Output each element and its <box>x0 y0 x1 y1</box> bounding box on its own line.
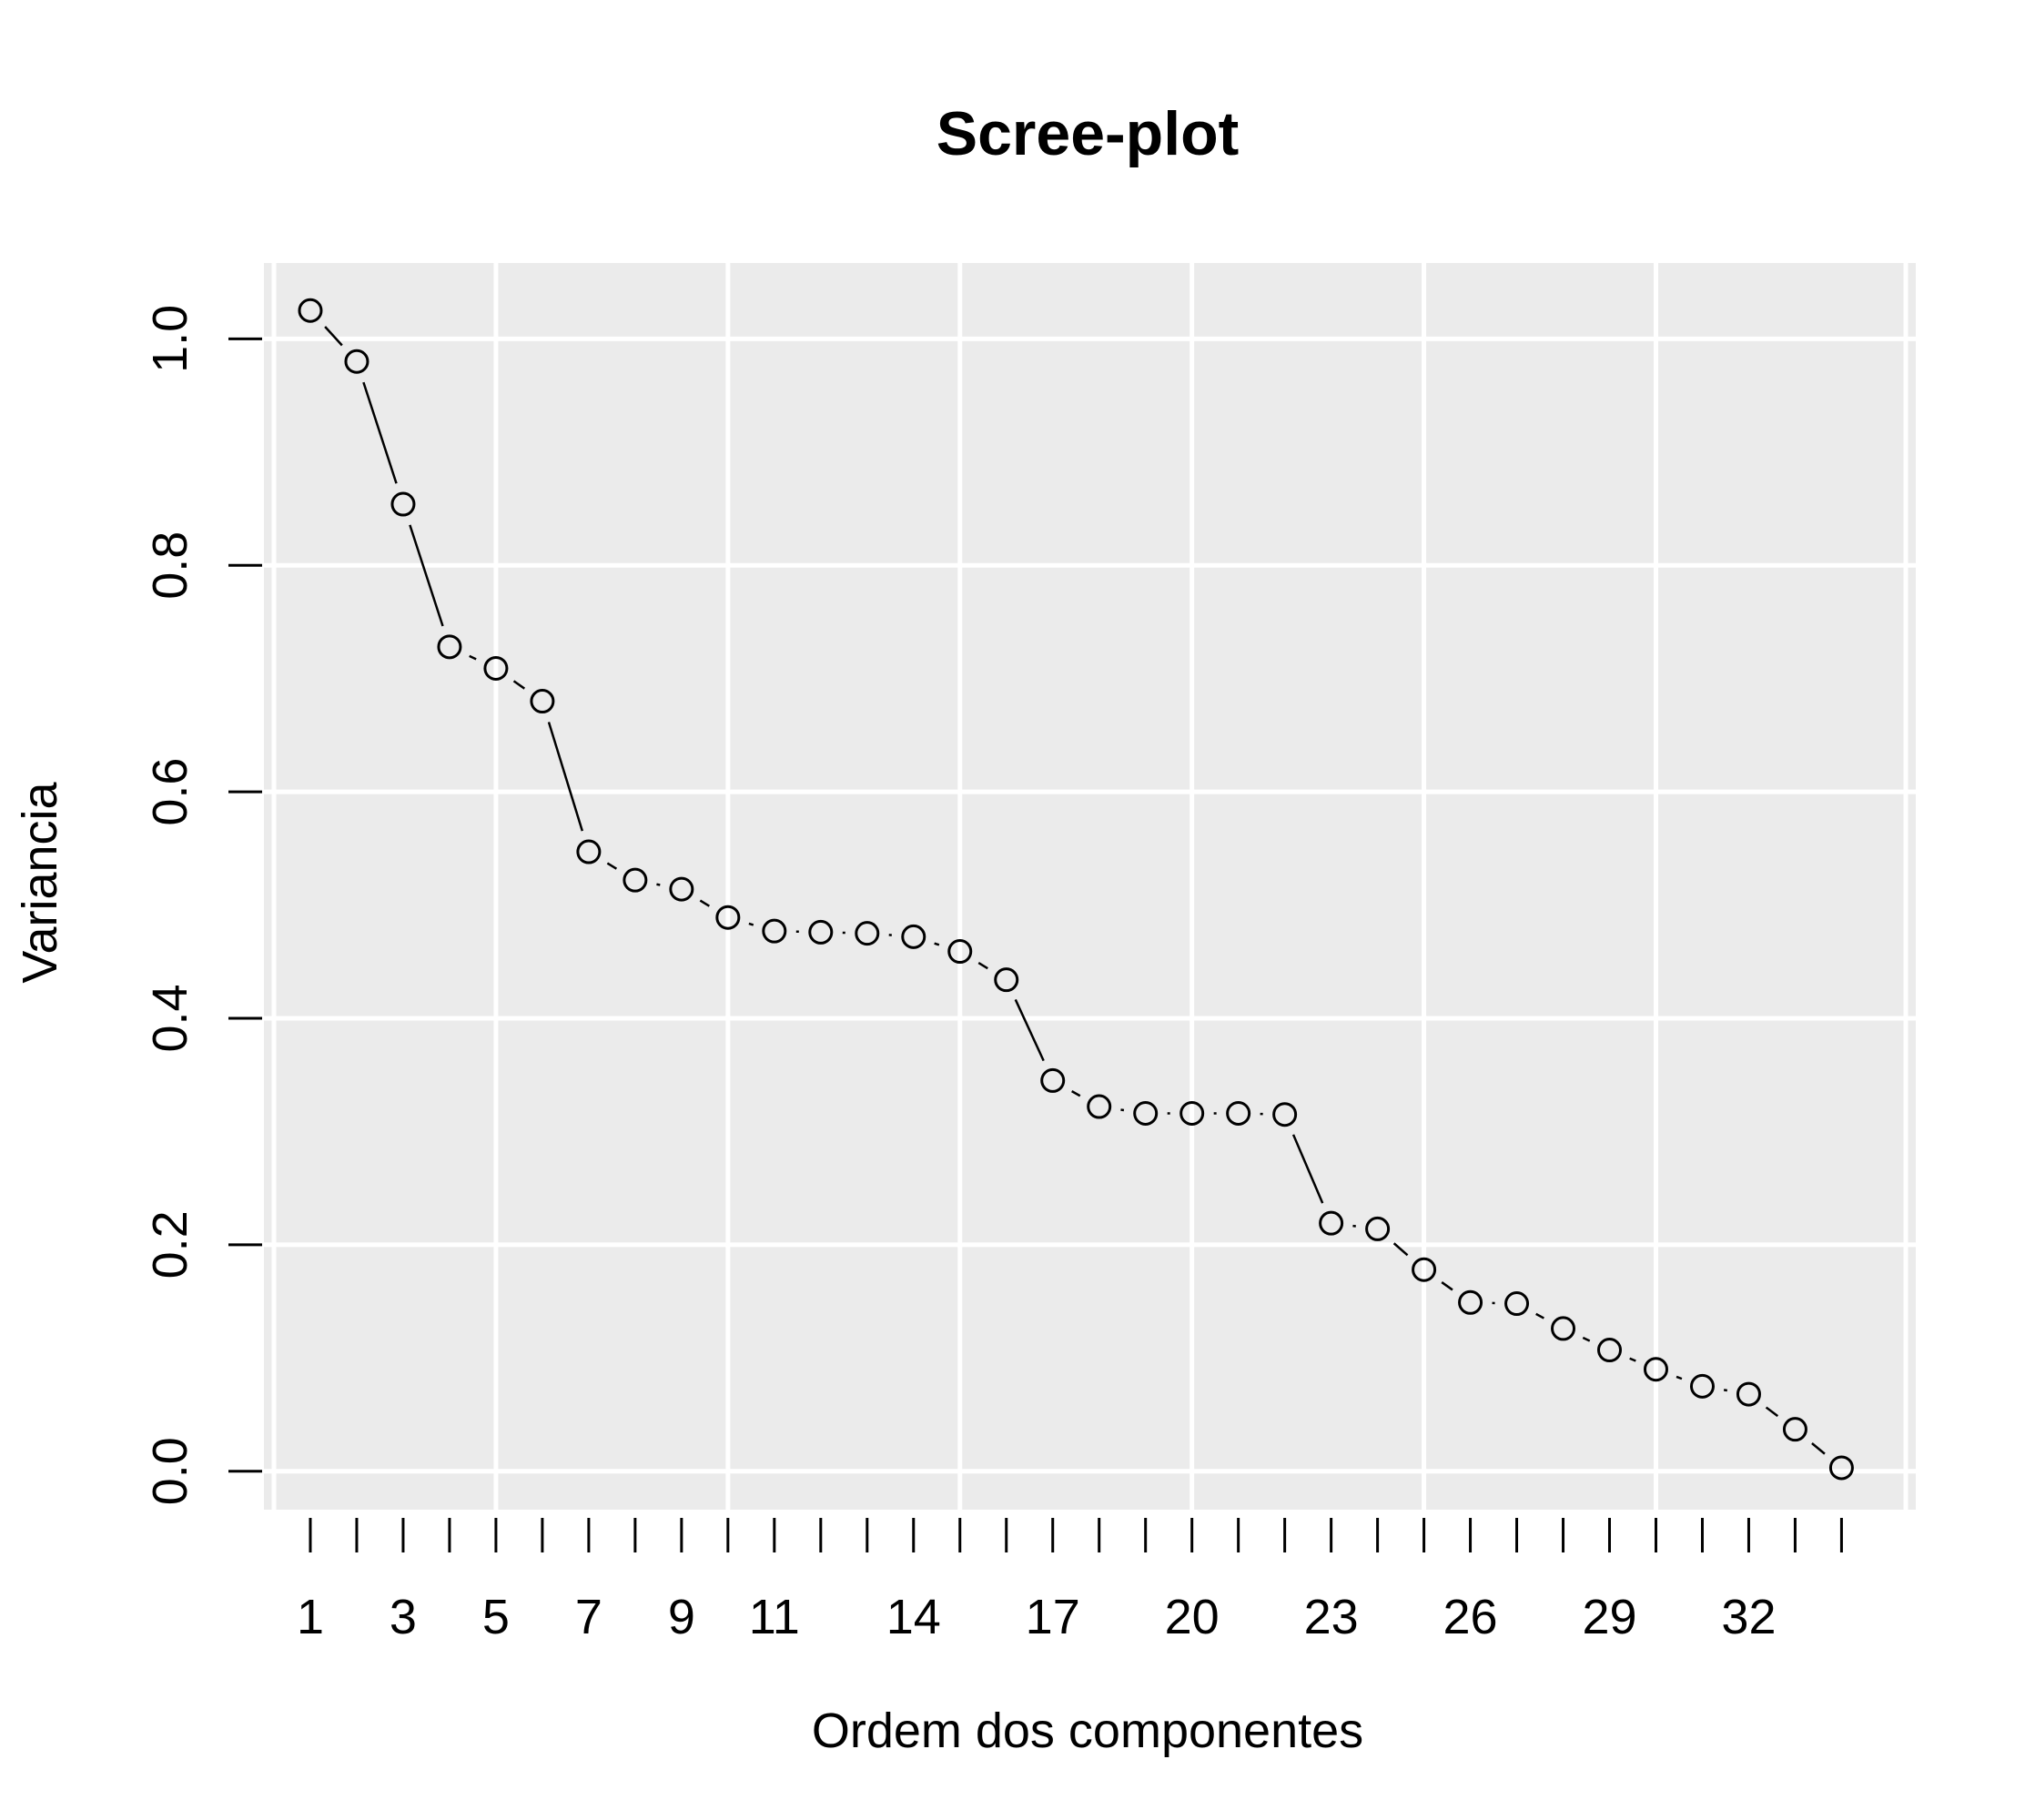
data-point-31 <box>1689 1373 1715 1399</box>
data-point-10 <box>715 905 741 930</box>
y-tick-label-0.6: 0.6 <box>143 758 197 826</box>
data-point-15 <box>947 939 973 965</box>
data-point-14 <box>901 924 926 949</box>
data-point-22 <box>1272 1102 1298 1127</box>
data-point-16 <box>994 967 1019 993</box>
series-segment-15 <box>977 961 988 970</box>
y-axis-ticks: 0.0 0.2 0.4 0.6 0.8 1.0 <box>143 305 262 1505</box>
x-tick-label-17: 17 <box>1026 1590 1080 1644</box>
series-lines <box>324 326 1826 1455</box>
series-segment-25 <box>1441 1281 1453 1291</box>
series-segment-10 <box>748 922 754 926</box>
series-segment-1 <box>324 326 343 347</box>
series-segment-24 <box>1392 1242 1409 1257</box>
data-point-28 <box>1551 1316 1576 1341</box>
series-segment-3 <box>409 524 444 627</box>
y-tick-label-0.0: 0.0 <box>143 1437 197 1505</box>
series-segment-18 <box>1120 1108 1125 1112</box>
x-tick-label-11: 11 <box>749 1590 800 1644</box>
x-tick-label-26: 26 <box>1443 1590 1498 1644</box>
data-point-11 <box>762 918 787 944</box>
x-tick-label-20: 20 <box>1165 1590 1220 1644</box>
series-segment-32 <box>1765 1406 1779 1418</box>
series-segment-6 <box>547 722 584 832</box>
y-tick-label-0.2: 0.2 <box>143 1210 197 1279</box>
data-point-18 <box>1087 1094 1112 1119</box>
y-axis-label: Variancia <box>13 781 67 983</box>
y-tick-label-1.0: 1.0 <box>143 305 197 373</box>
data-point-25 <box>1412 1257 1437 1282</box>
data-point-30 <box>1643 1357 1668 1382</box>
series-segment-5 <box>512 680 526 690</box>
series-segment-14 <box>934 942 940 946</box>
data-point-24 <box>1365 1216 1391 1241</box>
data-point-8 <box>623 867 648 893</box>
data-point-23 <box>1319 1210 1344 1236</box>
series-segment-22 <box>1291 1134 1324 1204</box>
data-point-29 <box>1597 1338 1623 1363</box>
series-segment-28 <box>1582 1336 1591 1342</box>
x-tick-label-14: 14 <box>886 1590 941 1644</box>
data-point-20 <box>1179 1100 1205 1126</box>
series-segment-27 <box>1535 1312 1544 1320</box>
chart-title: Scree-plot <box>937 99 1240 168</box>
series-segment-17 <box>1071 1090 1081 1097</box>
x-tick-label-1: 1 <box>297 1590 324 1644</box>
y-tick-label-0.4: 0.4 <box>143 984 197 1052</box>
data-point-3 <box>390 491 416 517</box>
data-point-19 <box>1133 1100 1159 1126</box>
data-point-5 <box>483 655 509 681</box>
data-point-26 <box>1458 1289 1483 1315</box>
series-segment-29 <box>1629 1357 1636 1362</box>
data-point-13 <box>855 921 880 946</box>
x-tick-label-32: 32 <box>1721 1590 1776 1644</box>
series-segment-30 <box>1676 1375 1683 1380</box>
data-point-34 <box>1828 1455 1854 1481</box>
x-tick-label-3: 3 <box>390 1590 417 1644</box>
data-point-1 <box>298 298 323 323</box>
data-point-9 <box>669 876 694 902</box>
series-segment-4 <box>469 654 477 661</box>
x-tick-label-23: 23 <box>1304 1590 1359 1644</box>
data-point-7 <box>576 839 602 864</box>
series-segment-7 <box>606 862 618 870</box>
x-tick-label-9: 9 <box>668 1590 695 1644</box>
data-point-2 <box>344 349 370 374</box>
series-segment-33 <box>1811 1442 1826 1455</box>
x-tick-label-5: 5 <box>482 1590 510 1644</box>
x-tick-label-29: 29 <box>1582 1590 1636 1644</box>
x-tick-label-7: 7 <box>575 1590 602 1644</box>
x-axis-label: Ordem dos componentes <box>812 1704 1363 1758</box>
data-point-33 <box>1782 1417 1807 1442</box>
data-point-12 <box>808 919 834 945</box>
data-point-6 <box>530 689 555 714</box>
data-point-21 <box>1226 1100 1251 1126</box>
data-point-4 <box>437 634 462 660</box>
plot-panel <box>264 263 1916 1510</box>
series-segment-2 <box>362 381 398 484</box>
y-tick-label-0.8: 0.8 <box>143 531 197 600</box>
data-point-17 <box>1040 1067 1066 1093</box>
series-segment-9 <box>699 899 710 907</box>
data-point-27 <box>1504 1291 1530 1317</box>
panel-background <box>264 263 1916 1510</box>
series-segment-16 <box>1014 998 1045 1062</box>
x-axis-ticks: 1 3 5 7 9 11 14 17 20 23 26 29 32 <box>297 1518 1843 1644</box>
data-point-32 <box>1736 1381 1761 1407</box>
series-points <box>298 298 1854 1481</box>
